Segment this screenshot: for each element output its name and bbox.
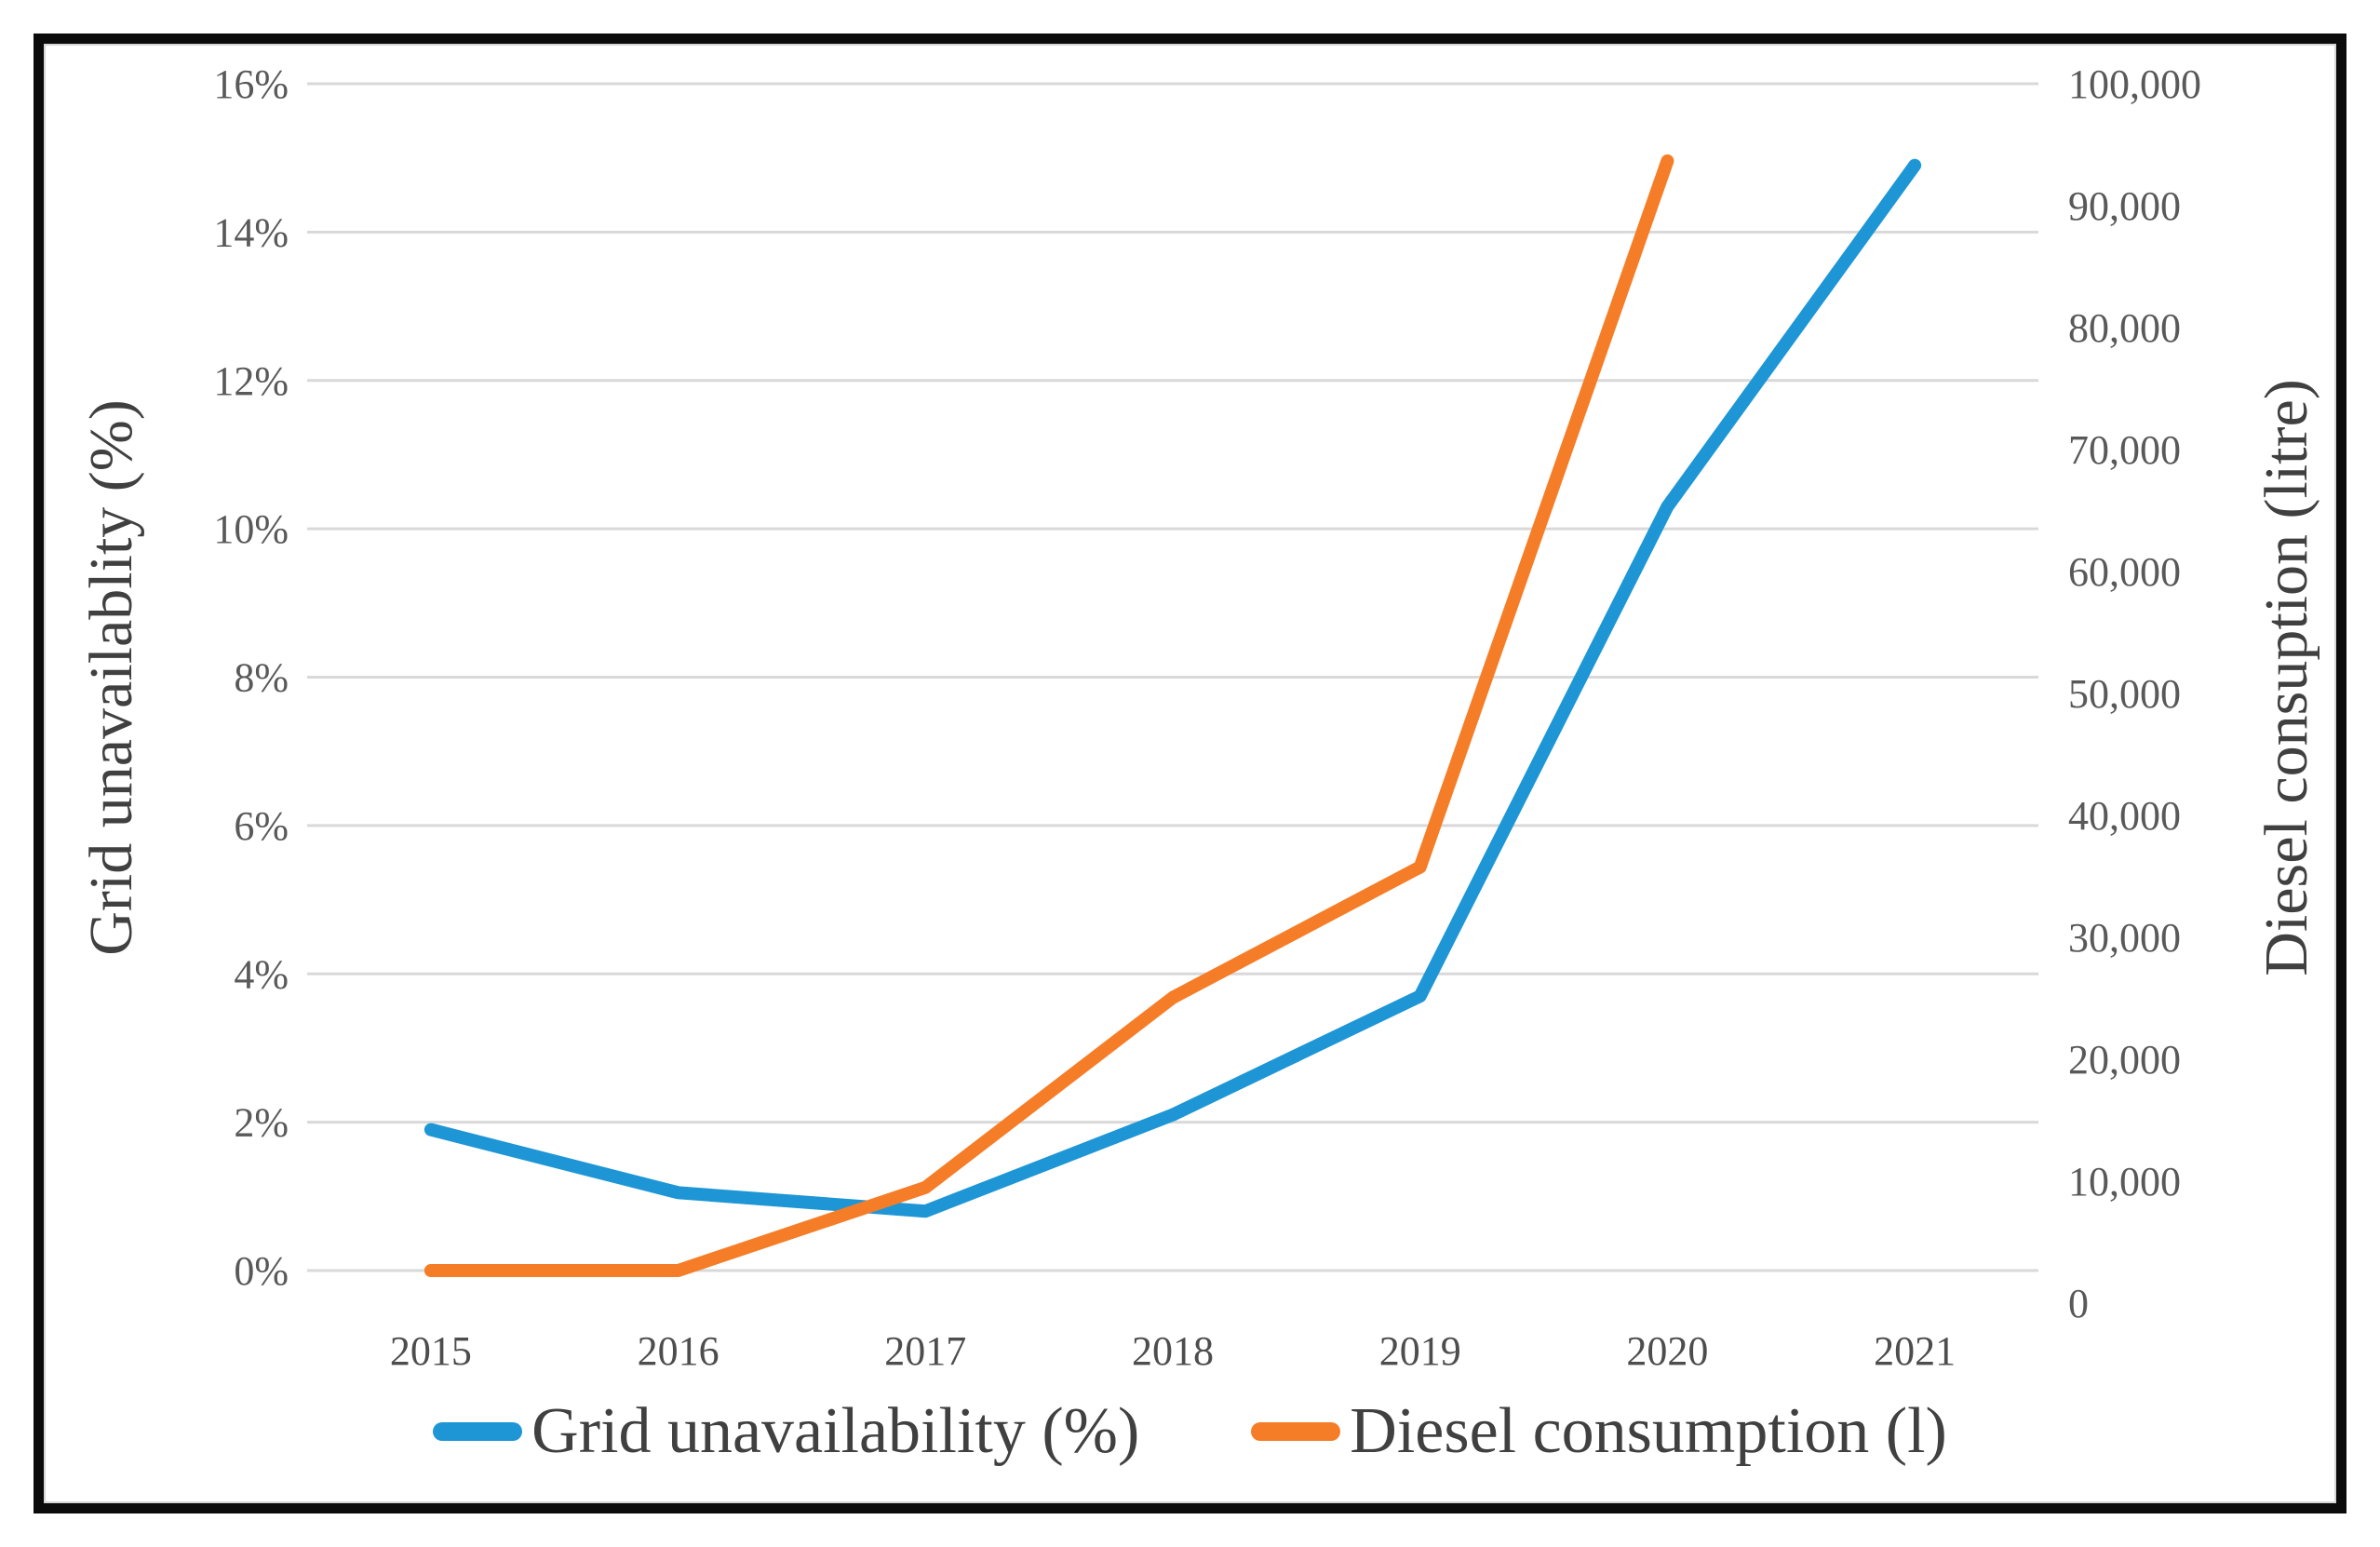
svg-text:2017: 2017 <box>884 1328 966 1374</box>
svg-text:10,000: 10,000 <box>2068 1159 2181 1204</box>
chart-frame <box>34 34 2346 1513</box>
svg-text:90,000: 90,000 <box>2068 183 2181 229</box>
series-lines <box>424 154 1922 1277</box>
legend-swatch-grid-unavailability-line <box>433 1422 523 1441</box>
legend-item-diesel-consumption: Diesel consumption (l) <box>1251 1394 1947 1469</box>
svg-text:2018: 2018 <box>1132 1328 1214 1374</box>
svg-text:12%: 12% <box>213 358 289 404</box>
legend-item-grid-unavailability: Grid unavailability (%) <box>433 1394 1139 1469</box>
svg-text:4%: 4% <box>234 951 289 997</box>
svg-text:16%: 16% <box>213 61 289 107</box>
svg-text:70,000: 70,000 <box>2068 427 2181 473</box>
svg-text:100,000: 100,000 <box>2068 61 2201 107</box>
legend-label-diesel-consumption: Diesel consumption (l) <box>1350 1395 1947 1467</box>
svg-text:20,000: 20,000 <box>2068 1037 2181 1083</box>
svg-text:2020: 2020 <box>1626 1328 1708 1374</box>
right-axis-tick-labels: 0 10,000 20,000 30,000 40,000 50,000 60,000 70,… <box>2068 61 2201 1326</box>
legend-swatch-diesel-consumption-line <box>1251 1422 1341 1441</box>
left-axis-title: Grid unavailablity (%) <box>77 399 145 956</box>
x-axis-labels: 2015 2016 2017 2018 2019 2020 2021 <box>390 1328 1956 1374</box>
svg-text:50,000: 50,000 <box>2068 671 2181 717</box>
right-axis-title: Diesel consuption (litre) <box>2252 379 2320 976</box>
svg-text:2015: 2015 <box>390 1328 472 1374</box>
svg-text:40,000: 40,000 <box>2068 793 2181 839</box>
svg-text:60,000: 60,000 <box>2068 549 2181 595</box>
svg-text:80,000: 80,000 <box>2068 305 2181 351</box>
legend-label-grid-unavailability: Grid unavailability (%) <box>531 1395 1140 1467</box>
svg-text:0%: 0% <box>234 1248 289 1294</box>
svg-text:14%: 14% <box>213 209 289 255</box>
svg-text:2%: 2% <box>234 1100 289 1146</box>
svg-text:8%: 8% <box>234 655 289 701</box>
gridlines <box>307 82 2038 1272</box>
svg-text:30,000: 30,000 <box>2068 915 2181 961</box>
svg-text:2016: 2016 <box>638 1328 719 1374</box>
svg-text:6%: 6% <box>234 803 289 849</box>
svg-text:0: 0 <box>2068 1281 2089 1326</box>
left-axis-tick-labels: 0% 2% 4% 6% 8% 10% 12% 14% 16% <box>213 61 289 1294</box>
svg-text:2019: 2019 <box>1379 1328 1461 1374</box>
legend: Grid unavailability (%) Diesel consumpti… <box>0 1394 2380 1469</box>
svg-text:10%: 10% <box>213 506 289 552</box>
svg-text:2021: 2021 <box>1874 1328 1956 1374</box>
